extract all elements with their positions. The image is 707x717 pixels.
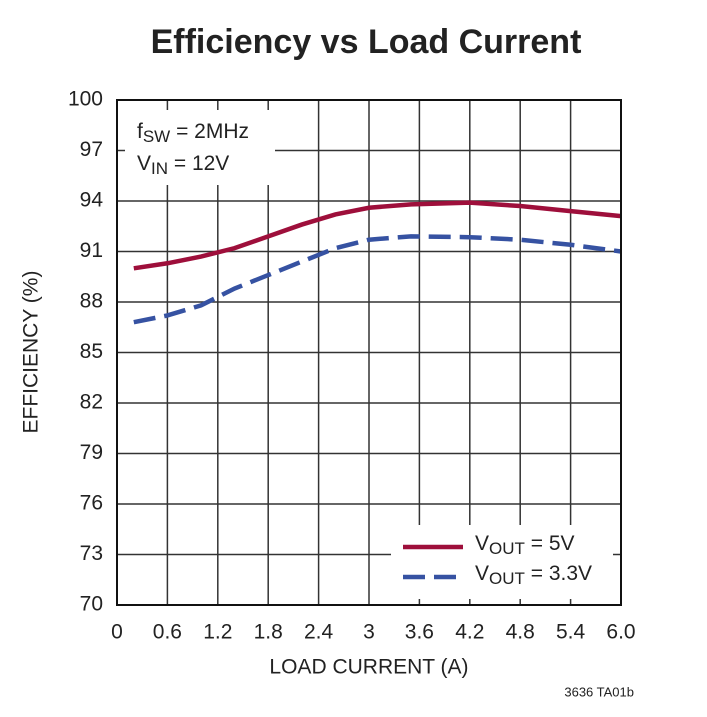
y-tick-label: 88 (80, 290, 103, 313)
series-line (133, 234, 622, 325)
legend-label: VOUT = 3.3V (475, 562, 592, 589)
y-tick-label: 76 (80, 492, 103, 515)
x-tick-label: 2.4 (304, 621, 334, 644)
x-tick-label: 0.6 (153, 621, 182, 644)
x-axis-label: LOAD CURRENT (A) (269, 656, 468, 679)
legend-box (391, 525, 613, 599)
y-tick-label: 70 (80, 593, 103, 616)
x-tick-label: 4.2 (455, 621, 484, 644)
y-tick-label: 73 (80, 542, 103, 565)
plot-frame (116, 99, 622, 606)
y-tick-label: 82 (80, 391, 103, 414)
legend-label: VOUT = 5V (475, 532, 575, 559)
x-tick-label: 1.8 (254, 621, 283, 644)
y-tick-label: 97 (80, 138, 103, 161)
x-tick-label: 3 (363, 621, 375, 644)
x-tick-label: 4.8 (506, 621, 535, 644)
footnote: 3636 TA01b (564, 684, 634, 699)
y-tick-label: 91 (80, 239, 103, 262)
y-tick-label: 85 (80, 340, 103, 363)
chart-title: Efficiency vs Load Current (151, 23, 582, 61)
y-tick-label: 94 (80, 189, 104, 212)
x-tick-label: 0 (111, 621, 123, 644)
x-tick-label: 1.2 (203, 621, 232, 644)
series-line (133, 200, 622, 271)
x-tick-label: 6.0 (606, 621, 635, 644)
y-axis-label: EFFICIENCY (%) (20, 271, 43, 434)
annotation: fSW = 2MHz (137, 120, 249, 147)
y-tick-label: 79 (80, 441, 103, 464)
annotation-box (125, 110, 275, 185)
x-tick-label: 5.4 (556, 621, 586, 644)
x-tick-label: 3.6 (405, 621, 434, 644)
y-tick-label: 100 (68, 88, 103, 111)
annotation: VIN = 12V (137, 152, 229, 179)
